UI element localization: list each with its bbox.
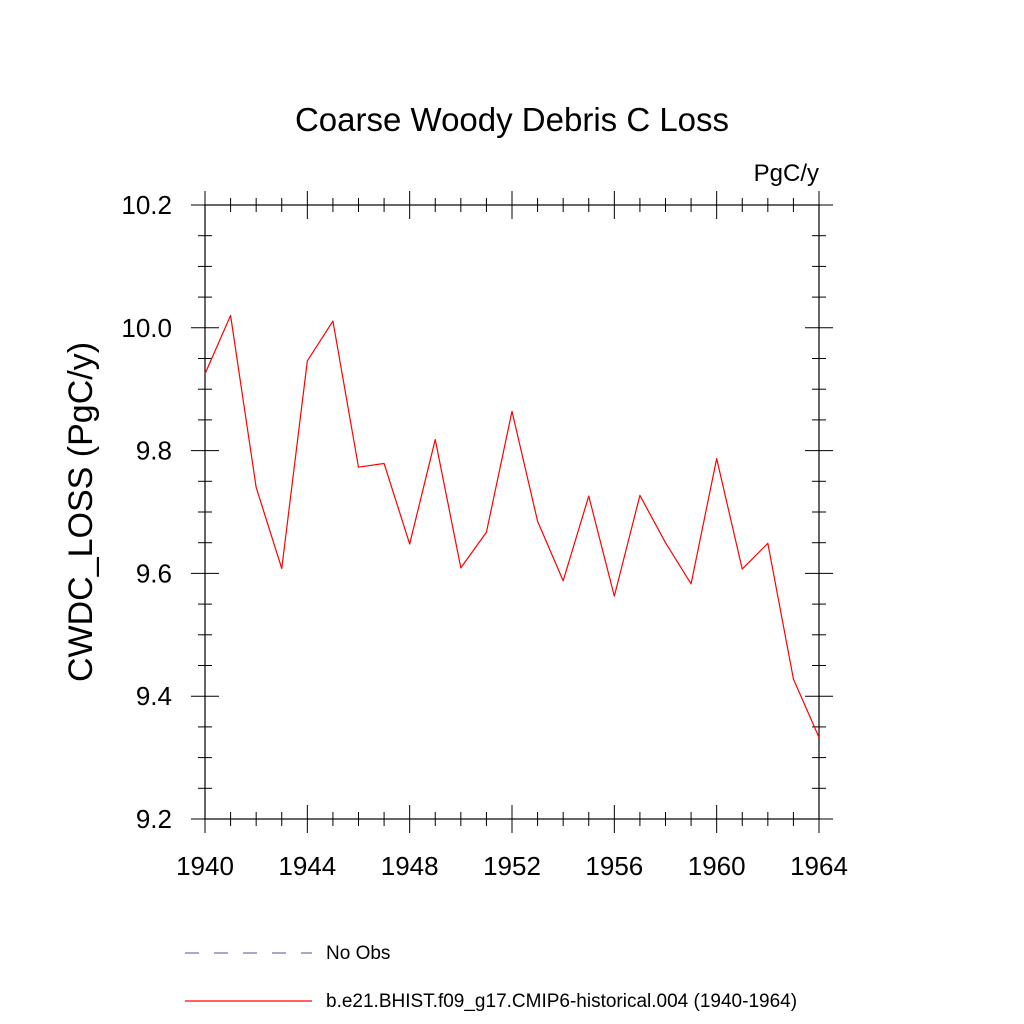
series-layer: [204, 314, 820, 738]
plot-frame: [204, 204, 820, 820]
x-tick-label: 1944: [278, 851, 336, 881]
y-tick-label: 10.0: [121, 313, 172, 343]
x-axis-ticks: [204, 191, 820, 833]
legend-label-historical: b.e21.BHIST.f09_g17.CMIP6-historical.004…: [326, 991, 797, 1012]
x-tick-label: 1940: [176, 851, 234, 881]
y-axis-ticks: [191, 204, 833, 820]
y-axis-tick-labels: 9.2 9.4 9.6 9.8 10.0 10.2: [121, 190, 172, 834]
legend-label-no-obs: No Obs: [326, 943, 390, 964]
x-axis-tick-labels: 1940 1944 1948 1952 1956 1960 1964: [176, 851, 848, 881]
x-tick-label: 1956: [585, 851, 643, 881]
y-axis-label: CWDC_LOSS (PgC/y): [62, 342, 100, 682]
x-tick-label: 1960: [688, 851, 746, 881]
y-tick-label: 9.4: [136, 681, 172, 711]
units-label: PgC/y: [754, 160, 819, 187]
x-tick-label: 1964: [790, 851, 848, 881]
chart-title: Coarse Woody Debris C Loss: [295, 101, 729, 138]
series-line-0: [204, 314, 820, 738]
x-tick-label: 1952: [483, 851, 541, 881]
y-tick-label: 10.2: [121, 190, 172, 220]
x-tick-label: 1948: [381, 851, 439, 881]
legend: No Obs b.e21.BHIST.f09_g17.CMIP6-histori…: [185, 943, 797, 1012]
y-tick-label: 9.6: [136, 558, 172, 588]
y-tick-label: 9.8: [136, 436, 172, 466]
y-tick-label: 9.2: [136, 804, 172, 834]
